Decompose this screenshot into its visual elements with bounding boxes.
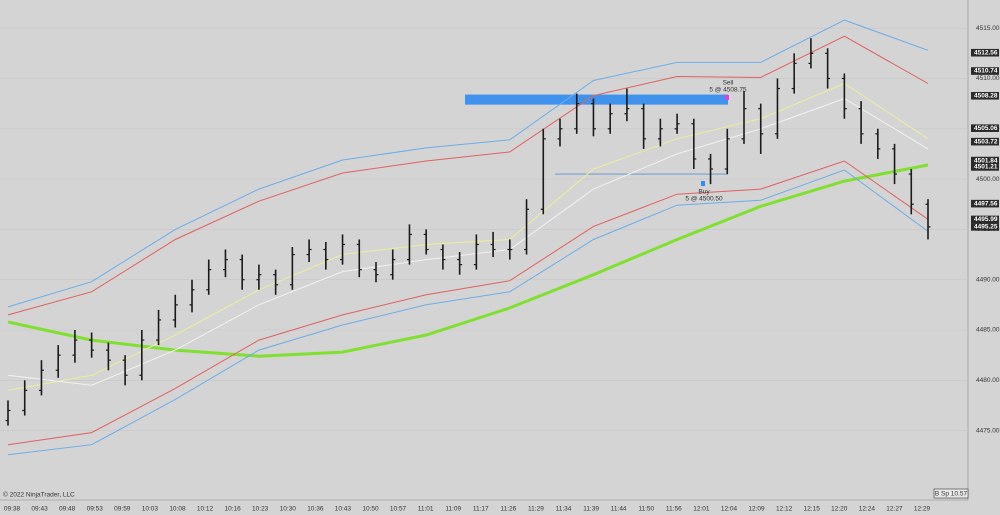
sell-text: 5 @ 4508.75 (709, 87, 747, 94)
x-tick-label: 10:03 (142, 506, 159, 513)
y-tick-label: 4480.00 (976, 377, 1000, 384)
x-tick-label: 12:20 (831, 506, 848, 513)
x-tick-label: 11:01 (418, 506, 434, 513)
y-tick-label: 4510.00 (976, 75, 1000, 82)
x-tick-label: 12:15 (804, 506, 821, 513)
x-tick-label: 09:53 (87, 506, 104, 513)
buy-text: 5 @ 4500.50 (685, 196, 723, 203)
x-tick-label: 09:43 (31, 506, 48, 513)
price-marker (971, 223, 999, 231)
x-tick-label: 12:12 (776, 506, 793, 513)
x-tick-label: 10:50 (362, 506, 379, 513)
price-marker-label: 4501.84 (974, 157, 998, 164)
x-tick-label: 12:04 (721, 506, 738, 513)
price-marker (971, 156, 999, 165)
x-tick-label: 12:27 (886, 506, 903, 513)
x-tick-label: 12:29 (914, 506, 931, 513)
x-tick-label: 10:57 (390, 506, 407, 513)
x-tick-label: 10:30 (280, 506, 297, 513)
price-marker-label: 4505.06 (974, 125, 998, 132)
buy-marker (701, 181, 705, 186)
indicator-line (7, 19, 929, 308)
x-tick-label: 11:44 (611, 506, 627, 513)
price-marker-label: 4495.99 (974, 216, 998, 223)
sell-title: Sell (723, 80, 734, 87)
price-marker (971, 124, 999, 132)
x-tick-label: 11:17 (473, 506, 489, 513)
status-text: B Sp 10.57 (935, 491, 968, 498)
x-tick-label: 12:09 (748, 506, 765, 513)
indicator-line (7, 160, 929, 446)
y-tick-label: 4485.00 (976, 327, 1000, 334)
price-marker-label: 4508.28 (974, 92, 998, 99)
indicator-line (7, 35, 929, 316)
x-tick-label: 10:43 (335, 506, 352, 513)
indicator-line (7, 98, 929, 386)
y-tick-label: 4515.00 (976, 25, 1000, 32)
sell-marker (725, 95, 729, 100)
x-tick-label: 12:24 (859, 506, 876, 513)
buy-title: Buy (698, 189, 710, 196)
x-tick-label: 10:36 (307, 506, 324, 513)
price-marker-label: 4501.21 (974, 164, 998, 171)
y-tick-label: 4500.00 (976, 176, 1000, 183)
x-tick-label: 10:23 (252, 506, 269, 513)
price-marker-label: 4497.56 (974, 200, 998, 207)
price-marker-label: 4495.25 (974, 224, 998, 231)
x-tick-label: 10:08 (169, 506, 186, 513)
zone (465, 94, 728, 105)
x-tick-label: 09:59 (114, 506, 131, 513)
indicator-line (7, 82, 929, 391)
x-tick-label: 11:34 (556, 506, 572, 513)
price-marker (971, 199, 999, 208)
x-tick-label: 09:48 (59, 506, 76, 513)
x-tick-label: 11:29 (528, 506, 544, 513)
copyright: © 2022 NinjaTrader, LLC (3, 491, 75, 499)
y-tick-label: 4475.00 (976, 427, 1000, 434)
status-box (933, 488, 969, 499)
x-tick-label: 10:16 (224, 506, 241, 513)
x-tick-label: 11:56 (666, 506, 682, 513)
price-marker (971, 137, 999, 146)
x-tick-label: 09:38 (4, 506, 21, 513)
x-tick-label: 11:09 (445, 506, 461, 513)
price-marker-label: 4510.74 (974, 68, 998, 75)
x-tick-label: 11:26 (500, 506, 516, 513)
price-marker-label: 4503.72 (974, 138, 998, 145)
x-tick-label: 10:12 (197, 506, 214, 513)
indicator-line (7, 169, 929, 456)
price-marker-label: 4512.56 (974, 49, 998, 56)
price-marker (971, 67, 999, 75)
x-tick-label: 11:39 (583, 506, 599, 513)
x-tick-label: 12:01 (693, 506, 710, 513)
y-tick-label: 4490.00 (976, 276, 1000, 283)
indicator-line (7, 163, 929, 358)
price-marker (971, 48, 999, 57)
x-tick-label: 11:50 (638, 506, 654, 513)
price-marker (971, 215, 999, 224)
price-marker (971, 91, 999, 100)
price-marker (971, 163, 999, 171)
